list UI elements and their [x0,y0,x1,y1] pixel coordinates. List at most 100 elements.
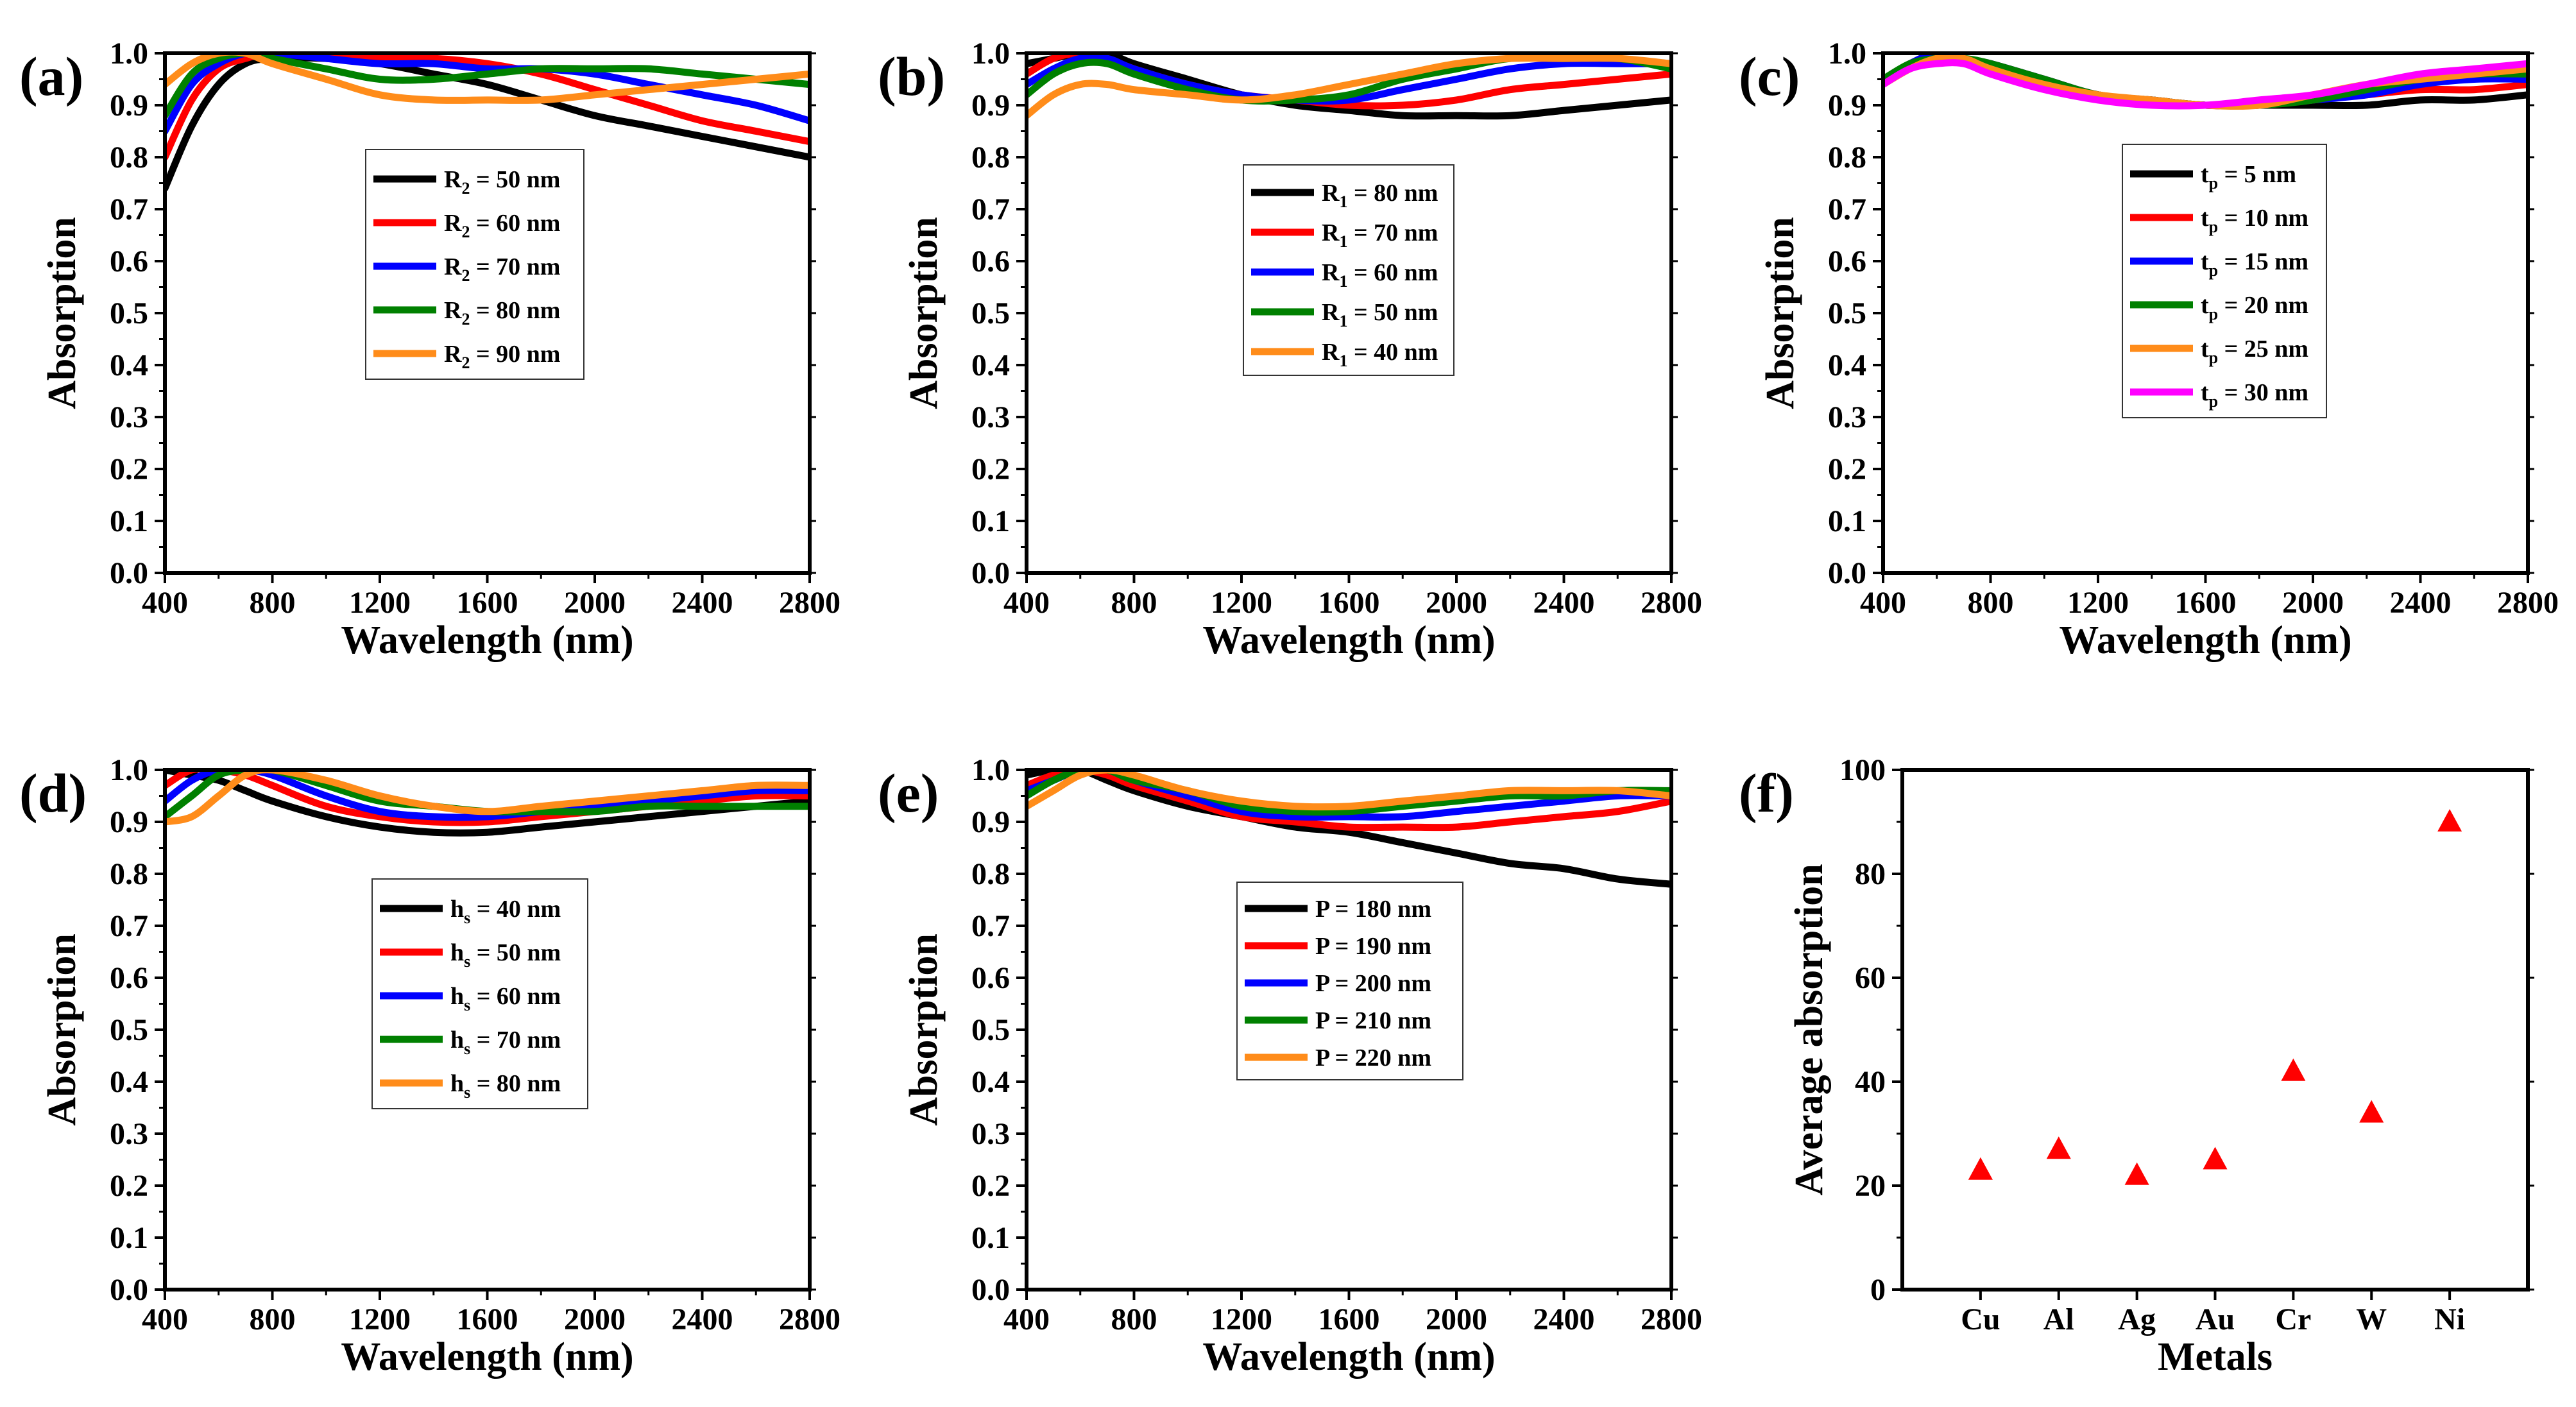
x-tick-label: 1600 [1318,1302,1380,1336]
plot-data [1027,770,1671,888]
legend-var: R [1322,180,1340,207]
legend-subscript: 1 [1339,192,1347,211]
legend-subscript: p [2209,348,2218,367]
y-tick-label: 60 [1855,961,1886,995]
y-tick-label: 0.7 [110,192,148,226]
legend-label-1: R1 = 70 nm [1322,219,1438,251]
legend-label-2: hs = 60 nm [450,983,561,1014]
x-tick-label: 1600 [2175,586,2237,620]
legend-label-3: hs = 70 nm [450,1027,561,1058]
x-tick-label: 400 [142,1302,188,1336]
legend-rest: = 15 nm [2218,248,2308,275]
legend-var: R [444,253,462,280]
y-tick-label: 0.7 [1828,192,1866,226]
x-tick-label: 2000 [2282,586,2344,620]
y-tick-label: 0.1 [110,504,148,538]
legend-var: h [450,1027,464,1053]
legend-var: R [1322,299,1340,326]
y-tick-label: 1.0 [110,37,148,71]
legend-var: h [450,983,464,1010]
legend-label-4: R2 = 90 nm [444,341,560,372]
x-tick-label: 800 [1968,586,2014,620]
x-axis-title: Metals [2158,1335,2273,1379]
y-tick-label: 0.0 [971,1273,1010,1307]
y-tick-label: 0.0 [1828,556,1866,590]
legend-var: t [2201,205,2209,232]
x-tick-label: 1200 [349,1302,411,1336]
legend-var: R [444,341,462,368]
y-axis-title: Absorption [40,934,84,1126]
legend-rest: = 40 nm [470,896,561,923]
legend-rest: = 50 nm [1347,299,1438,326]
legend-rest: = 80 nm [1347,180,1438,207]
legend-rest: = 60 nm [470,983,561,1010]
x-tick-label: 2000 [564,586,626,620]
x-tick-label: Ni [2434,1302,2465,1336]
series-line-2 [1027,770,1671,821]
legend-var: t [2201,336,2209,362]
legend-subscript: 2 [461,354,470,372]
y-tick-label: 0.0 [110,556,148,590]
legend-box [2122,144,2327,418]
legend-label-0: R2 = 50 nm [444,166,560,198]
legend-rest: = 190 nm [1329,933,1431,960]
x-axis-title: Wavelength (nm) [341,1335,633,1379]
x-tick-label: 1600 [457,586,518,620]
y-tick-label: 20 [1855,1169,1886,1203]
series-line-0 [1027,53,1671,120]
x-tick-label: 2400 [672,586,733,620]
panel-e: (e) 0.0 0.1 0.2 0.3 0.4 0.5 0.6 0.7 0.8 0.9 1.0 400 8… [878,753,1702,1379]
legend-rest: = 70 nm [470,253,560,280]
y-tick-label: 0.7 [971,909,1010,943]
x-tick-label: 2400 [1533,1302,1595,1336]
legend-label-2: P = 200 nm [1315,970,1431,997]
x-tick-label: 2400 [2390,586,2452,620]
legend-subscript: p [2209,305,2218,323]
legend-subscript: 2 [461,266,470,285]
legend-subscript: p [2209,174,2218,192]
legend-rest: = 70 nm [1347,219,1438,246]
legend-subscript: 2 [461,179,470,198]
legend-label-5: tp = 30 nm [2201,379,2308,411]
y-tick-label: 0.5 [971,1013,1010,1047]
legend-var: h [450,1070,464,1097]
legend-rest: = 200 nm [1329,970,1431,997]
legend-rest: = 10 nm [2218,205,2308,232]
x-tick-label: 400 [142,586,188,620]
legend-var: P [1315,1007,1330,1034]
y-tick-label: 0.6 [110,961,148,995]
x-axis-title: Wavelength (nm) [341,618,633,662]
legend-subscript: s [464,1039,470,1058]
series-line-5 [1883,59,2528,110]
panel-label: (c) [1739,46,1800,107]
legend-label-4: P = 220 nm [1315,1045,1431,1071]
legend-rest: = 90 nm [470,341,560,368]
y-tick-label: 0.6 [971,244,1010,278]
panel-a: (a) 0.0 0.1 0.2 0.3 0.4 0.5 0.6 0.7 0.8 0.9 1.0 400 8… [19,37,840,662]
series-line-0 [165,770,810,837]
y-axis-title: Absorption [902,934,946,1126]
legend-subscript: 1 [1339,352,1347,370]
legend-subscript: p [2209,392,2218,411]
data-point-cu [1968,1157,1993,1180]
x-tick-label: 1200 [2067,586,2129,620]
panel-label: (a) [19,46,83,107]
panel-label: (f) [1739,762,1794,824]
y-tick-label: 0.8 [110,141,148,175]
y-tick-label: 0.2 [971,1169,1010,1203]
y-tick-label: 0.7 [971,192,1010,226]
x-tick-label: 800 [1111,1302,1157,1336]
legend-rest: = 70 nm [470,1027,561,1053]
panel-f: (f) 0 20 40 60 80 100 Cu Al Ag Au Cr W Ni Metals Averag… [1739,753,2534,1379]
legend-var: R [1322,219,1340,246]
legend-label-3: tp = 20 nm [2201,292,2308,323]
y-axis-title: Absorption [40,217,84,409]
plot-frame [1025,768,1673,1292]
x-tick-label: 2800 [1641,586,1702,620]
data-point-cr [2281,1058,2306,1081]
legend-var: t [2201,161,2209,188]
y-tick-label: 0.1 [971,504,1010,538]
legend-subscript: 1 [1339,312,1347,330]
y-tick-label: 0.3 [110,1117,148,1151]
x-tick-label: 2800 [2497,586,2559,620]
